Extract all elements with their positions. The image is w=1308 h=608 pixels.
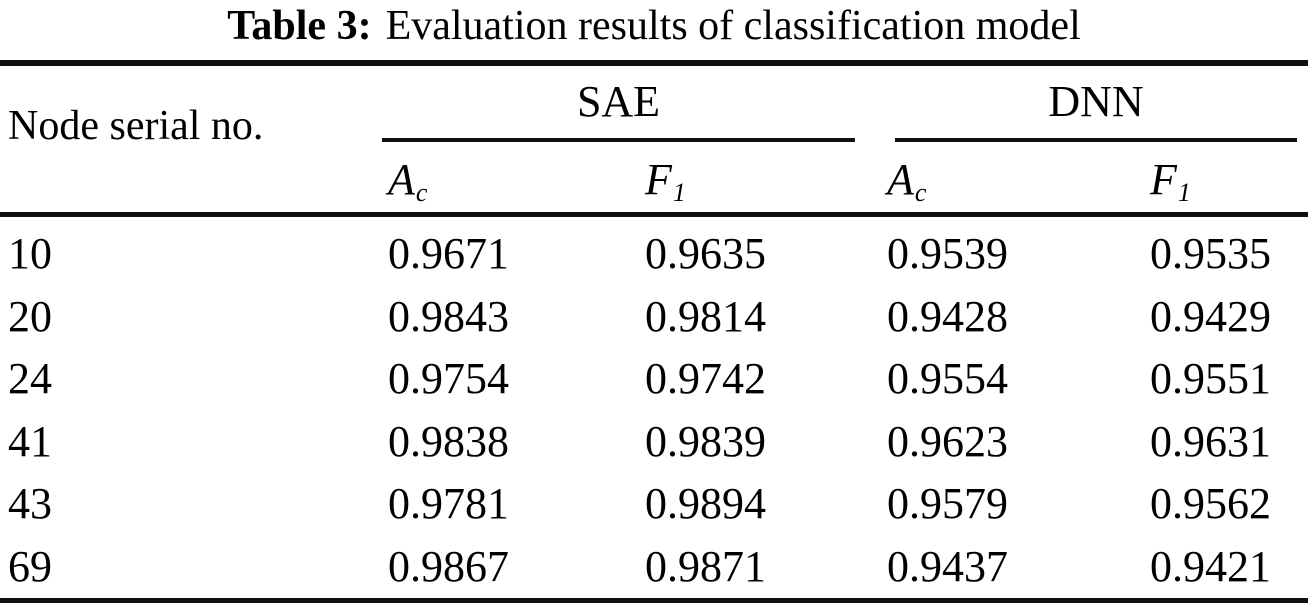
column-header-sae-f1: F1 — [645, 152, 686, 214]
cell-dnn-f1: 0.9631 — [1150, 416, 1271, 466]
cell-node-serial: 20 — [8, 291, 52, 341]
cell-node-serial: 10 — [8, 229, 52, 278]
cell-dnn-ac: 0.9554 — [887, 354, 1008, 403]
table-row: 24 0.9754 0.9742 0.9554 0.9551 — [0, 348, 1308, 411]
cell-dnn-f1: 0.9429 — [1150, 291, 1271, 341]
cell-node-serial: 69 — [8, 541, 52, 591]
cell-dnn-ac: 0.9539 — [887, 229, 1008, 278]
table-body: 10 0.9671 0.9635 0.9539 0.9535 20 0.9843… — [0, 223, 1308, 598]
table-bottom-rule — [0, 598, 1308, 603]
cell-sae-ac: 0.9867 — [388, 541, 509, 591]
table-row: 69 0.9867 0.9871 0.9437 0.9421 — [0, 536, 1308, 599]
table-caption-number: Table 3: — [227, 3, 372, 49]
table-row: 10 0.9671 0.9635 0.9539 0.9535 — [0, 223, 1308, 286]
cell-node-serial: 41 — [8, 416, 52, 466]
cell-dnn-f1: 0.9535 — [1150, 229, 1271, 278]
cell-sae-f1: 0.9871 — [645, 541, 766, 591]
column-group-sae: SAE — [576, 77, 661, 126]
column-header-dnn-f1-base: F — [1150, 155, 1177, 204]
cell-dnn-f1: 0.9551 — [1150, 354, 1271, 403]
column-header-sae-f1-sub: 1 — [672, 178, 686, 208]
dnn-group-rule — [895, 138, 1297, 142]
cell-sae-f1: 0.9894 — [645, 479, 766, 528]
table-header-rule — [0, 212, 1308, 217]
column-header-dnn-f1-sub: 1 — [1177, 178, 1191, 208]
cell-node-serial: 24 — [8, 354, 52, 403]
cell-dnn-ac: 0.9428 — [887, 291, 1008, 341]
cell-sae-ac: 0.9838 — [388, 416, 509, 466]
column-header-sae-ac-base: A — [388, 155, 415, 204]
table-top-rule — [0, 60, 1308, 66]
cell-dnn-ac: 0.9579 — [887, 479, 1008, 528]
cell-dnn-f1: 0.9562 — [1150, 479, 1271, 528]
cell-dnn-ac: 0.9623 — [887, 416, 1008, 466]
column-header-node-serial: Node serial no. — [8, 103, 264, 149]
column-header-dnn-ac-base: A — [887, 155, 914, 204]
cell-dnn-f1: 0.9421 — [1150, 541, 1271, 591]
cell-sae-f1: 0.9839 — [645, 416, 766, 466]
cell-sae-f1: 0.9635 — [645, 229, 766, 278]
column-header-dnn-ac-sub: c — [914, 178, 927, 208]
column-header-sae-f1-base: F — [645, 155, 672, 204]
column-header-dnn-f1: F1 — [1150, 152, 1191, 214]
cell-node-serial: 43 — [8, 479, 52, 528]
table-caption-text: Evaluation results of classification mod… — [385, 3, 1081, 49]
column-group-dnn: DNN — [1048, 77, 1144, 126]
cell-sae-ac: 0.9754 — [388, 354, 509, 403]
cell-sae-ac: 0.9843 — [388, 291, 509, 341]
column-header-dnn-ac: Ac — [887, 152, 927, 214]
cell-sae-ac: 0.9781 — [388, 479, 509, 528]
cell-sae-f1: 0.9742 — [645, 354, 766, 403]
column-header-sae-ac: Ac — [388, 152, 428, 214]
table-caption: Table 3: Evaluation results of classifica… — [0, 2, 1308, 50]
column-header-sae-ac-sub: c — [415, 178, 428, 208]
sae-group-rule — [382, 138, 855, 142]
table-row: 20 0.9843 0.9814 0.9428 0.9429 — [0, 286, 1308, 349]
cell-dnn-ac: 0.9437 — [887, 541, 1008, 591]
cell-sae-ac: 0.9671 — [388, 229, 509, 278]
cell-sae-f1: 0.9814 — [645, 291, 766, 341]
table-row: 41 0.9838 0.9839 0.9623 0.9631 — [0, 411, 1308, 474]
table-row: 43 0.9781 0.9894 0.9579 0.9562 — [0, 473, 1308, 536]
